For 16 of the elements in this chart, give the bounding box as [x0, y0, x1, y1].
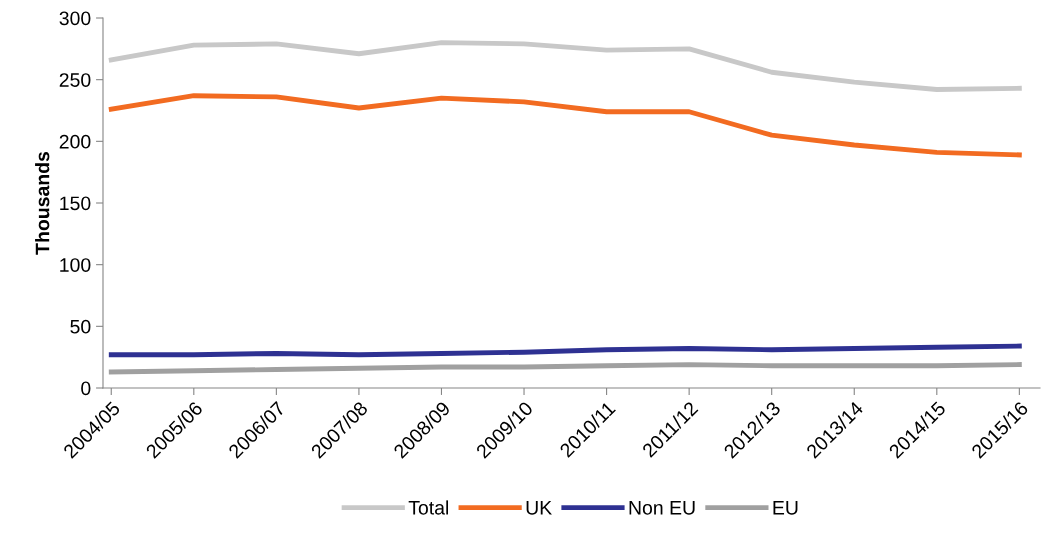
- y-axis-title: Thousands: [35, 151, 50, 255]
- y-tick-label: 200: [59, 134, 91, 149]
- legend-label: Total: [408, 500, 449, 515]
- y-tick-label: 100: [60, 258, 91, 272]
- legend-label: EU: [773, 501, 798, 515]
- line-series: [108, 40, 1022, 92]
- line-series: [108, 93, 1022, 158]
- y-tick-label: 300: [59, 11, 91, 26]
- legend-label: Non EU: [629, 501, 695, 515]
- y-tick-label: 250: [59, 73, 91, 87]
- line-series: [108, 343, 1022, 358]
- legend-label: UK: [526, 501, 552, 515]
- y-tick-label: 0: [81, 381, 91, 396]
- y-tick-label: 150: [60, 196, 91, 211]
- y-tick-label: 50: [70, 319, 91, 334]
- line-series: [108, 362, 1022, 375]
